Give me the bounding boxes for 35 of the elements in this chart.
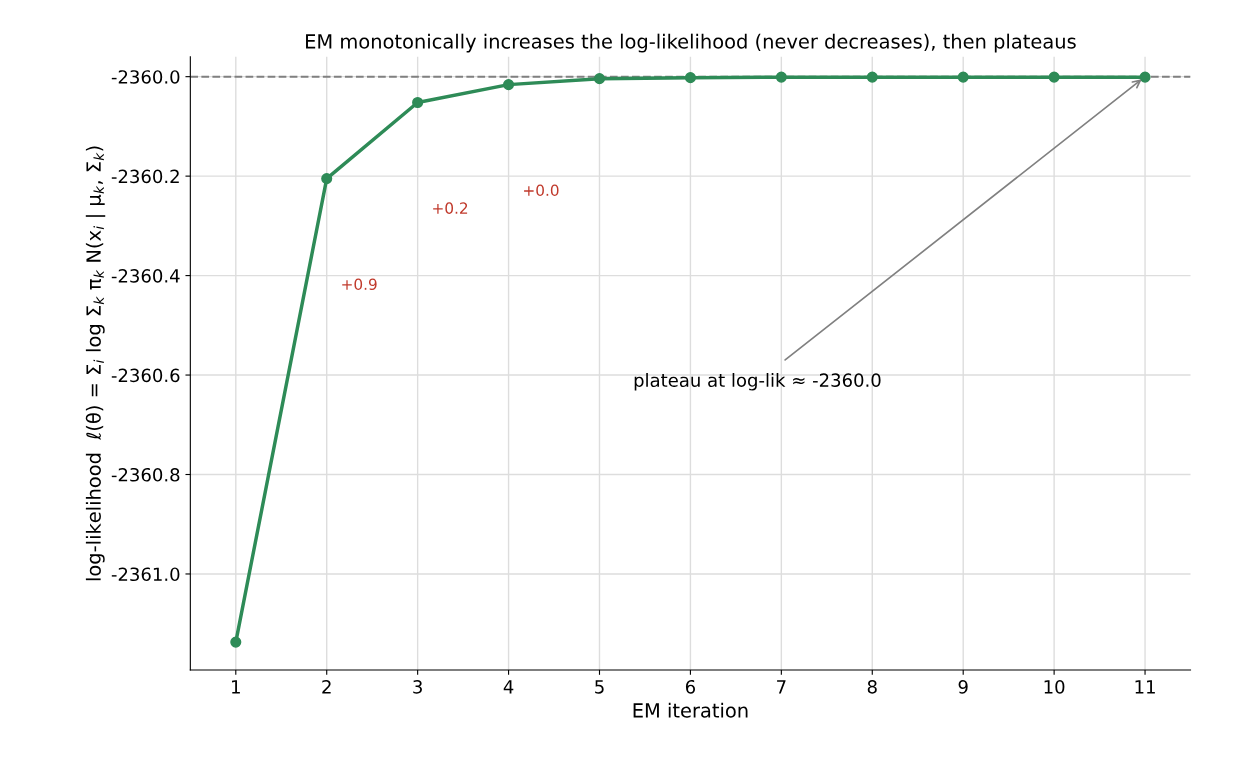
point <box>866 71 878 83</box>
x-tick-label: 11 <box>1135 680 1155 694</box>
point <box>775 71 787 83</box>
x-tick-label: 7 <box>777 680 786 694</box>
x-tick-label: 9 <box>958 679 968 694</box>
point <box>684 72 696 84</box>
point <box>321 173 333 185</box>
x-axis-title: EM iteration <box>633 702 748 718</box>
y-tick-label: -2360.4 <box>111 269 180 283</box>
x-tick-label: 3 <box>413 679 422 694</box>
point <box>230 636 242 648</box>
x-tick-label: 10 <box>1044 679 1065 694</box>
annotation: +0.9 <box>342 278 377 290</box>
x-tick-label: 6 <box>685 679 696 694</box>
annotation: +0.2 <box>433 202 468 214</box>
chart-title: EM monotonically increases the log-likelihood (never decreases), then plateaus <box>306 33 1076 53</box>
point <box>503 79 515 91</box>
point <box>1139 71 1151 83</box>
x-tick-label: 2 <box>322 679 331 694</box>
point <box>593 73 606 85</box>
x-tick-label: 8 <box>867 679 877 694</box>
point <box>412 96 424 109</box>
y-tick-label: -2360.6 <box>111 368 180 383</box>
y-tick-label: -2361.0 <box>111 567 180 582</box>
x-tick-label: 5 <box>595 680 604 694</box>
annotation: plateau at log-lik ≈ -2360.0 <box>634 373 881 391</box>
x-tick-label: 4 <box>503 680 514 694</box>
y-tick-label: -2360.0 <box>111 70 180 84</box>
y-tick-label: -2360.8 <box>111 467 180 482</box>
point <box>957 71 969 83</box>
point <box>1048 71 1060 83</box>
annotation: +0.0 <box>524 184 559 196</box>
x-tick-label: 1 <box>232 680 240 694</box>
text: log-likelihood ℓ(θ) = Σ$_{i}$ log Σ$_{k}$ π$_{k}$ N(x$_{i}$ | μ$_{k}$, Σ$_{k}$) <box>85 146 106 581</box>
y-tick-label: -2360.2 <box>111 169 179 184</box>
